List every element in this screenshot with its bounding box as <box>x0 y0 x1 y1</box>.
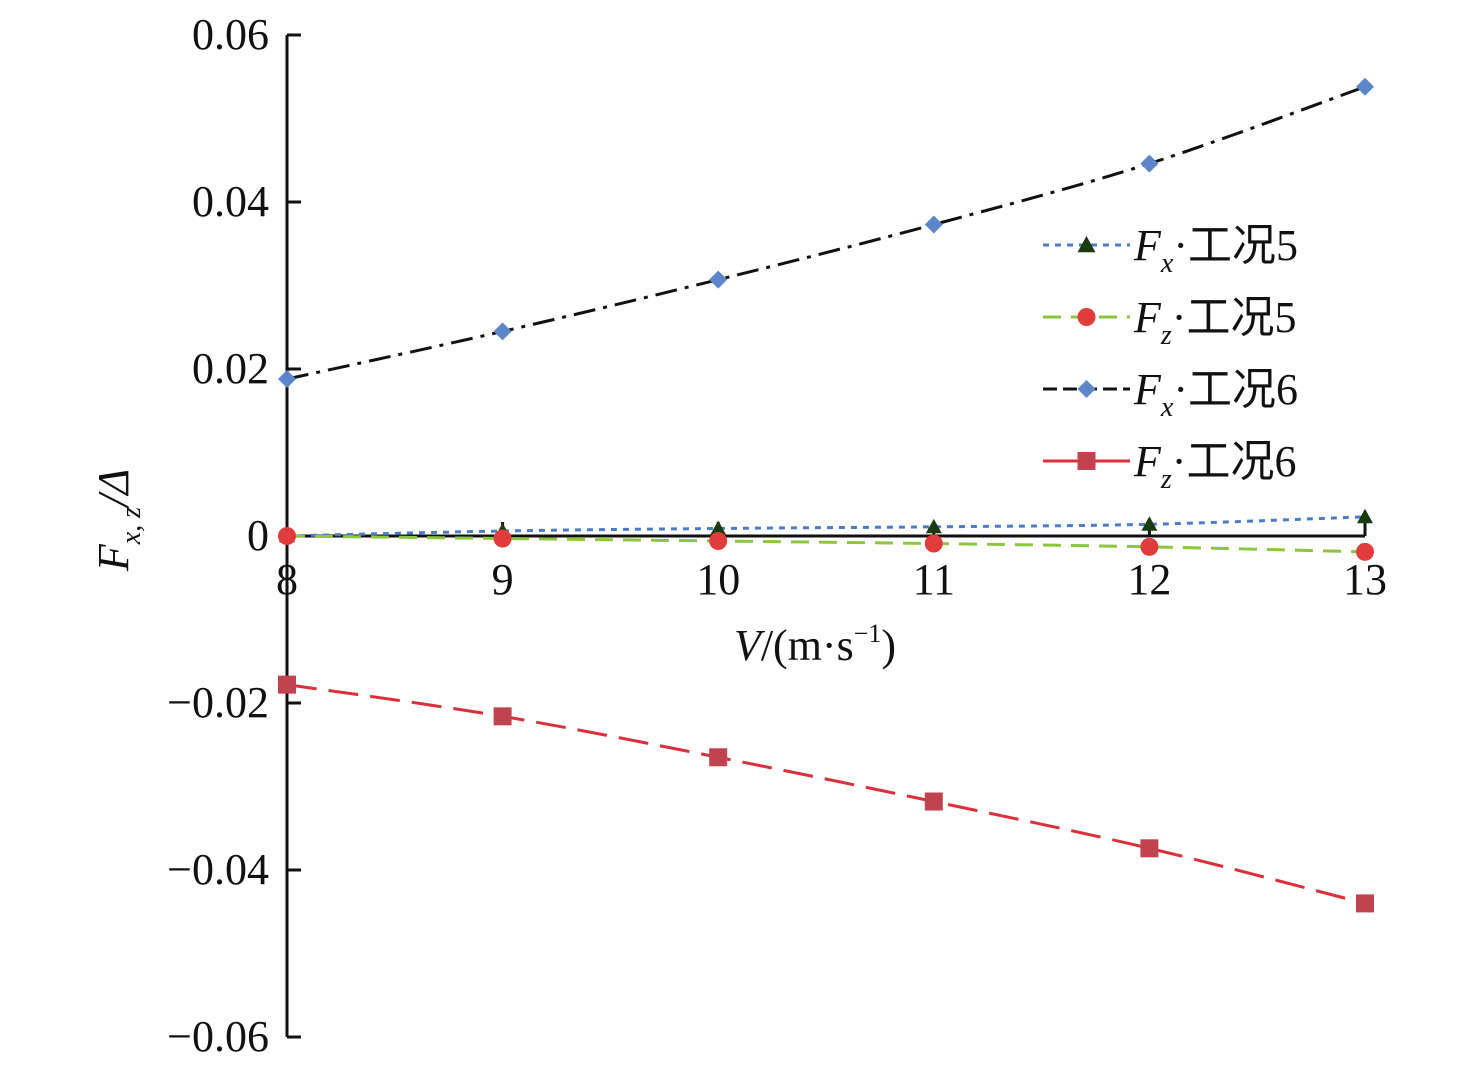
y-tick-label: −0.06 <box>167 1012 269 1061</box>
series-line <box>286 683 1366 905</box>
y-axis-title-group: Fx, z/Δ <box>89 469 147 572</box>
legend-marker <box>1077 452 1096 470</box>
axes: 0.06 0.04 0.02 0 −0.02 −0.04 −0.06 8 9 10 11 12 13 <box>167 10 1387 1061</box>
legend-item: Fz·工况6 <box>1043 437 1296 495</box>
legend-label: Fz·工况6 <box>1133 437 1296 495</box>
legend-marker <box>1077 236 1096 253</box>
y-tick-label: 0.06 <box>192 10 269 59</box>
data-point <box>924 792 943 811</box>
legend: Fx·工况5 Fz·工况5 Fx·工况6 Fz·工况6 <box>1043 221 1298 495</box>
data-point <box>925 518 942 534</box>
series-line <box>286 515 1366 538</box>
data-point <box>1141 516 1158 531</box>
data-point <box>278 527 296 545</box>
data-point <box>1140 154 1159 173</box>
data-point <box>924 215 943 234</box>
x-tick-label: 11 <box>913 555 955 604</box>
series-layer <box>278 77 1374 913</box>
series-line <box>286 85 1366 381</box>
data-point <box>493 529 512 548</box>
data-point <box>1356 77 1374 96</box>
x-tick-label: 10 <box>696 555 740 604</box>
x-axis-title: V/(m·s−1) <box>734 619 896 670</box>
data-point <box>710 520 727 535</box>
series-line <box>286 534 1366 554</box>
data-point <box>709 270 728 289</box>
legend-item: Fx·工况6 <box>1043 365 1298 423</box>
data-point <box>924 534 943 553</box>
legend-item: Fz·工况5 <box>1043 293 1296 351</box>
y-tick-label: 0.02 <box>192 344 269 393</box>
series-4 <box>278 675 1374 913</box>
x-tick-label: 8 <box>276 555 298 604</box>
y-tick-label: 0.04 <box>192 177 269 226</box>
legend-label: Fx·工况6 <box>1133 365 1298 423</box>
data-point <box>1356 894 1374 913</box>
data-point <box>278 370 296 389</box>
data-point <box>709 748 728 767</box>
data-point <box>1356 542 1374 561</box>
legend-label: Fz·工况5 <box>1133 293 1296 351</box>
axis-labels: V/(m·s−1) Fx, z/Δ <box>89 469 896 670</box>
legend-marker <box>1077 308 1096 326</box>
data-point <box>1140 537 1159 556</box>
data-point <box>278 675 296 694</box>
x-tick-label: 9 <box>492 555 514 604</box>
x-tick-label: 12 <box>1127 555 1171 604</box>
data-point <box>493 707 512 726</box>
series-2 <box>278 527 1374 561</box>
y-tick-label: 0 <box>247 511 269 560</box>
y-tick-label: −0.04 <box>167 845 269 894</box>
x-tick-label: 13 <box>1343 555 1387 604</box>
legend-item: Fx·工况5 <box>1043 221 1298 279</box>
data-point <box>493 322 512 341</box>
y-tick-label: −0.02 <box>167 678 269 727</box>
y-axis-title: Fx, z/Δ <box>89 469 147 572</box>
legend-label: Fx·工况5 <box>1133 221 1298 279</box>
data-point <box>1357 508 1373 524</box>
series-3 <box>278 77 1374 389</box>
data-point <box>709 532 728 551</box>
data-point <box>1140 839 1159 858</box>
legend-marker <box>1077 380 1096 398</box>
